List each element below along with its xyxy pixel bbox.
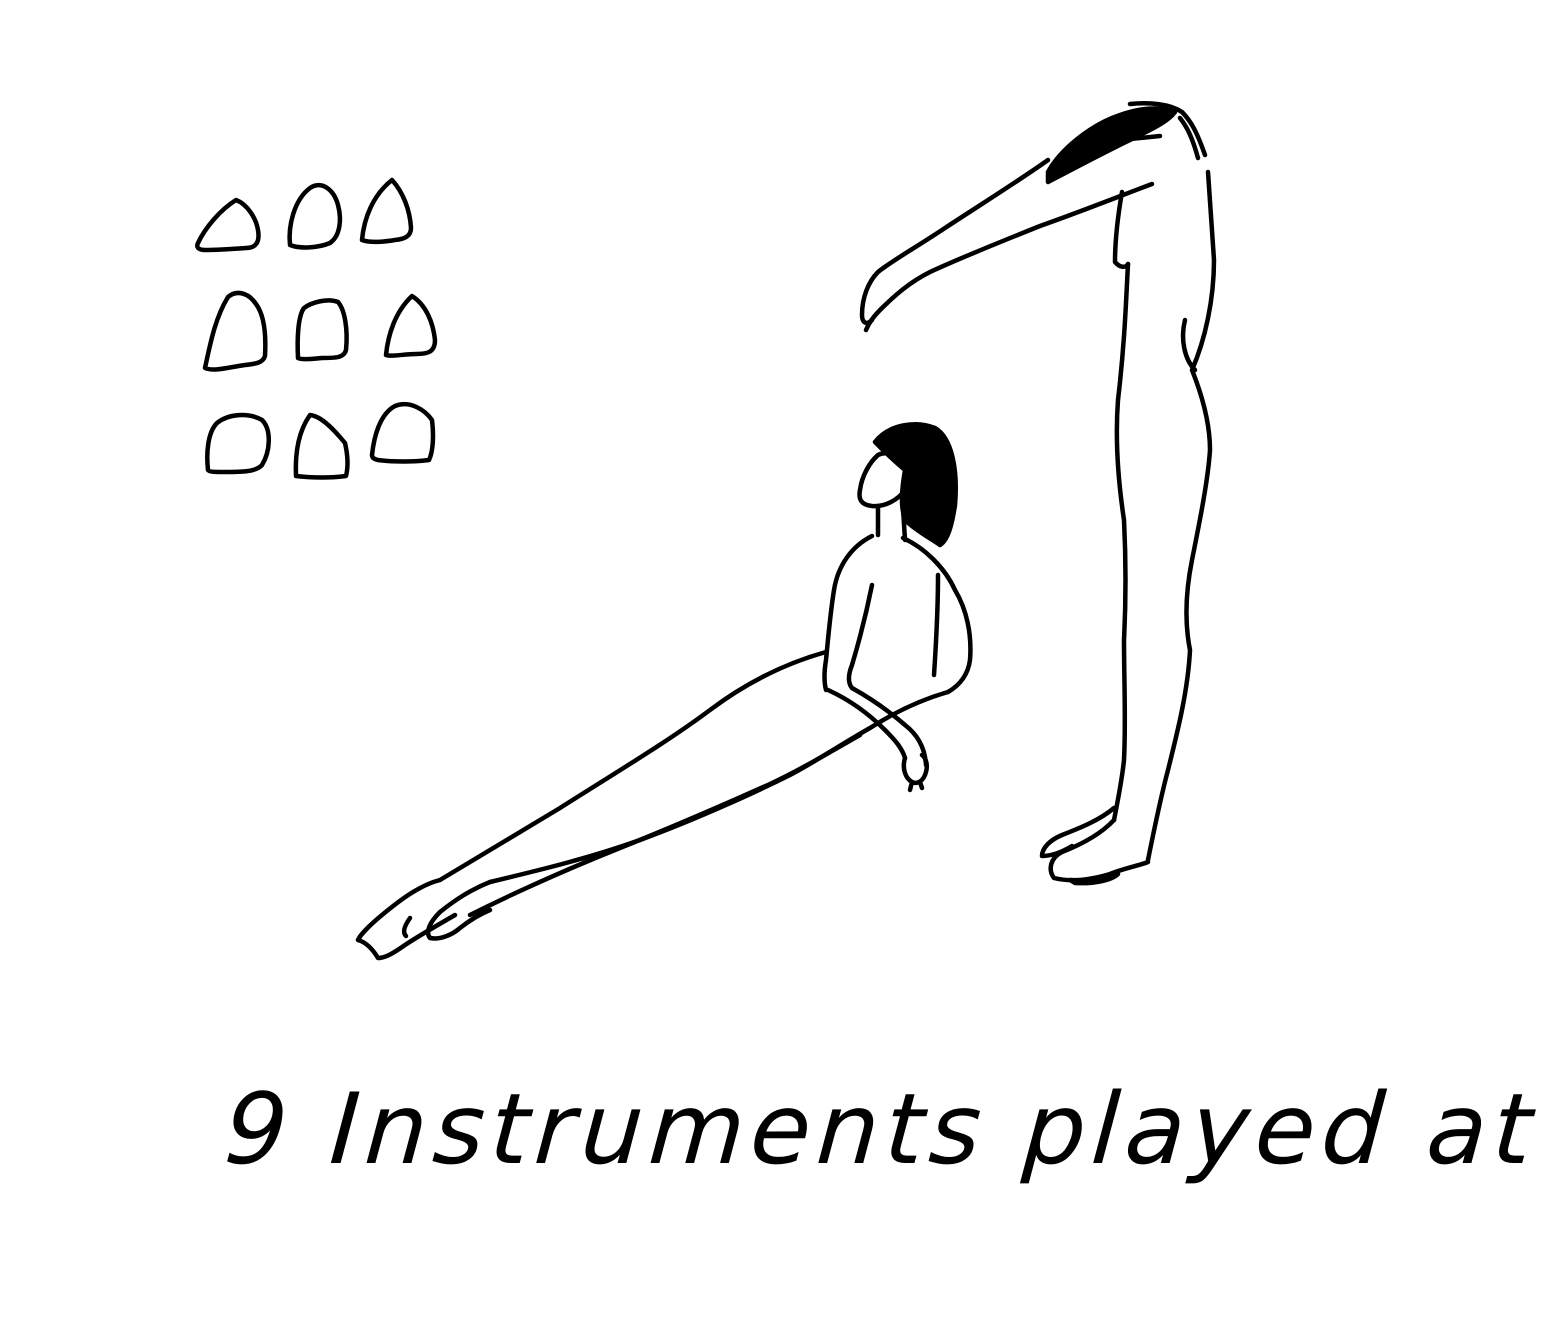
figure-leg [467, 732, 863, 918]
figure-forearm [825, 687, 908, 761]
figure-foot [355, 877, 458, 961]
standing-figure [859, 101, 1217, 886]
figure-hand [907, 779, 915, 793]
figure-face [857, 451, 910, 509]
figure-hair [872, 422, 958, 548]
instrument-blob [293, 412, 350, 480]
standing-figure-leg [1145, 169, 1217, 863]
figure-arm [846, 582, 875, 691]
standing-figure-hair [1045, 106, 1178, 185]
figure-hand [901, 752, 930, 786]
figure-arm [931, 572, 941, 678]
figure-neck [900, 505, 908, 543]
caption-text: 9 Instruments played at once [221, 1073, 1550, 1187]
figure-foot [401, 915, 413, 939]
figure-torso [822, 533, 875, 693]
standing-figure-leg [1112, 189, 1131, 269]
standing-figure-arm [863, 181, 1155, 333]
instrument-blob [205, 412, 271, 475]
standing-figure-head [1117, 133, 1163, 143]
standing-figure-leg [1111, 261, 1131, 823]
instrument-blob [295, 298, 349, 362]
standing-figure-arm [859, 157, 1051, 326]
instrument-blob [202, 290, 268, 372]
instrument-blob [383, 293, 438, 358]
instrument-grid [195, 177, 438, 480]
figure-foot [425, 879, 493, 941]
figure-forearm [849, 685, 929, 768]
figure-hand [917, 779, 925, 791]
figure-leg [487, 689, 951, 885]
standing-figure-head [1127, 101, 1208, 158]
reclining-figure [355, 422, 973, 961]
instrument-blob [287, 182, 343, 250]
standing-figure-foot [1048, 817, 1151, 883]
standing-figure-head [1177, 115, 1201, 161]
instrument-blob [369, 402, 436, 464]
standing-figure-foot-shadow [1067, 871, 1121, 886]
standing-figure-leg [1180, 317, 1198, 373]
figure-torso [900, 535, 973, 695]
instrument-blob [359, 177, 414, 245]
instrument-blob [195, 197, 261, 253]
figure-leg [437, 649, 829, 883]
